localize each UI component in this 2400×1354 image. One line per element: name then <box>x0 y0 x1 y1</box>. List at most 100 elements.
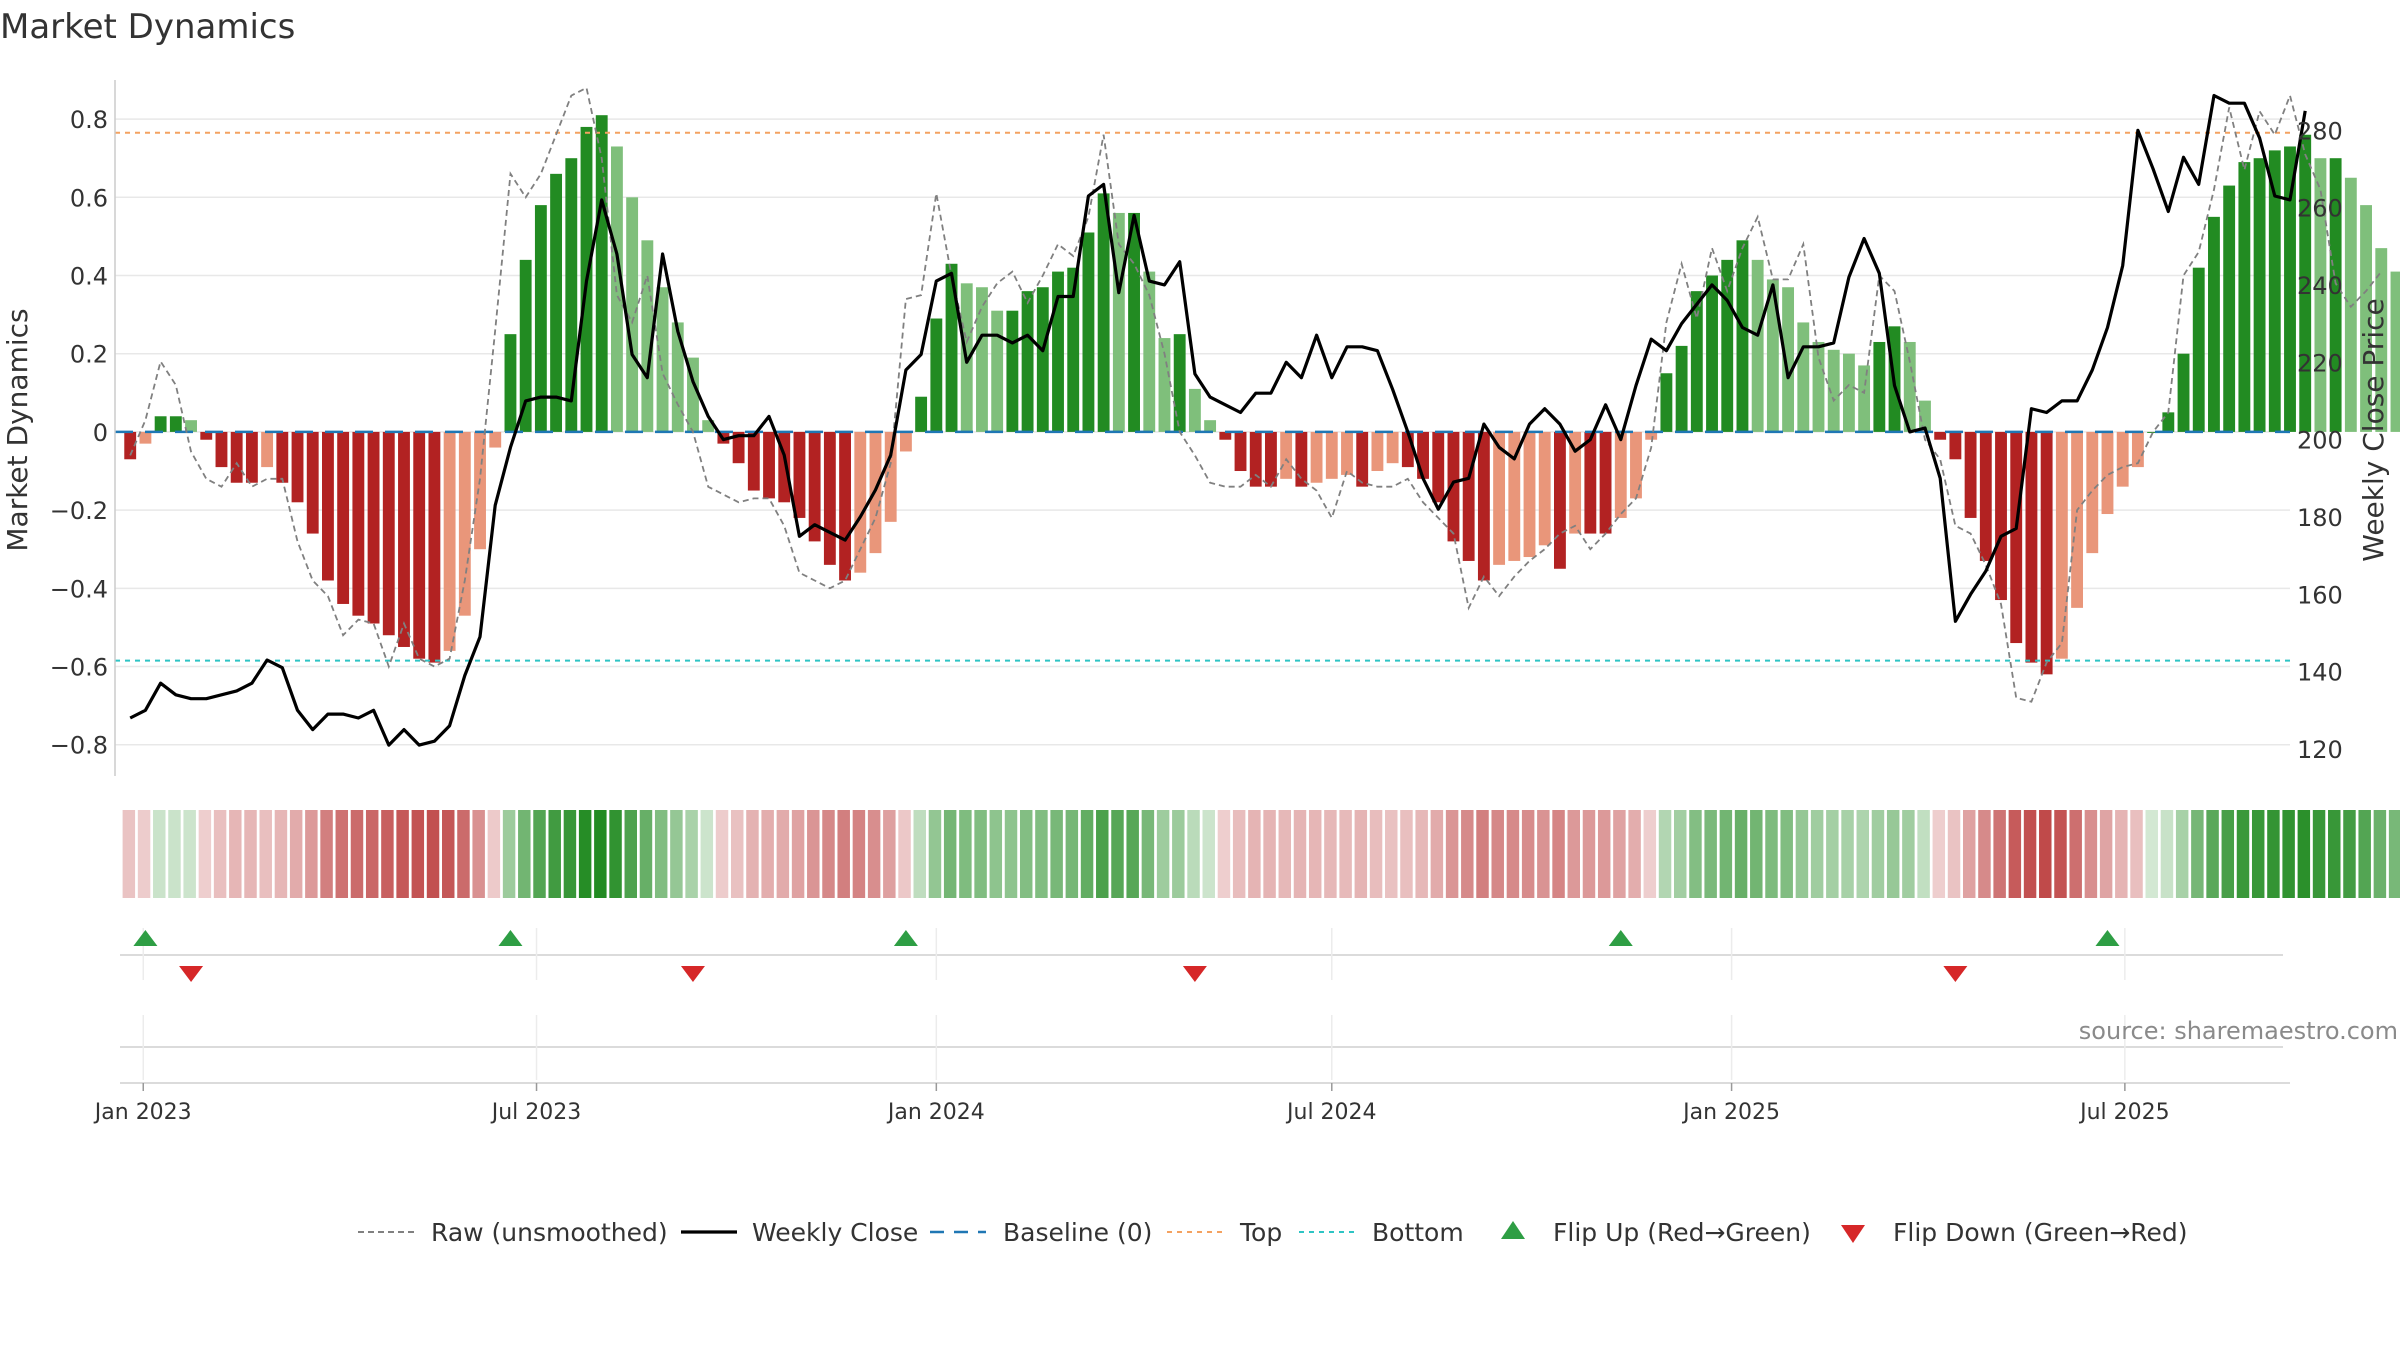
chart-title: Market Dynamics <box>0 7 295 47</box>
md-bar <box>1036 287 1049 432</box>
strip-cell <box>1734 810 1748 898</box>
x-tick-label: Jul 2025 <box>2078 1100 2170 1125</box>
md-bar <box>1477 431 1490 581</box>
strip-cell <box>639 810 653 898</box>
md-bar <box>1919 400 1931 432</box>
legend-label: Baseline (0) <box>1003 1218 1152 1247</box>
strip-cell <box>1765 810 1778 898</box>
flip-panel <box>120 928 2290 1084</box>
md-bar <box>2268 150 2281 432</box>
legend-label: Top <box>1239 1218 1282 1247</box>
strip-cell <box>1795 810 1809 898</box>
strip-cell <box>1491 810 1504 898</box>
flip-down-marker <box>1182 966 1207 982</box>
strip-cell <box>1597 810 1611 898</box>
md-bar <box>839 431 852 581</box>
strip-cell <box>852 810 866 898</box>
strip-cell <box>822 810 835 898</box>
strip-cell <box>2023 810 2037 898</box>
strip-cell <box>1172 810 1185 898</box>
md-bar <box>1417 431 1429 479</box>
md-bar <box>2329 158 2342 432</box>
strip-cell <box>1476 810 1489 898</box>
md-bar <box>1265 431 1277 487</box>
strip-cell <box>2312 810 2326 898</box>
strip-cell <box>1232 810 1246 898</box>
flip-up-marker <box>1608 930 1633 946</box>
md-bar <box>747 431 760 491</box>
strip-cell <box>1065 810 1079 898</box>
strip-cell <box>2191 810 2204 898</box>
md-bar <box>763 431 775 499</box>
source-text: source: sharemaestro.com <box>2079 1017 2398 1045</box>
md-bar <box>2208 216 2220 432</box>
md-bar <box>443 431 456 651</box>
md-bar <box>2025 431 2038 663</box>
md-bar <box>1964 431 1977 518</box>
strip-cell <box>1521 810 1535 898</box>
md-bar <box>2284 146 2296 432</box>
strip-cell <box>548 810 561 898</box>
md-bar <box>534 205 547 432</box>
strip-cell <box>1932 810 1946 898</box>
md-bar <box>474 431 486 550</box>
y2-tick-label: 120 <box>2297 736 2343 764</box>
strip-cell <box>670 810 683 898</box>
strip-cell <box>1917 810 1930 898</box>
strip-cell <box>396 810 409 898</box>
strip-cell <box>350 810 364 898</box>
md-bar <box>641 240 654 432</box>
strip-cell <box>1780 810 1793 898</box>
strip-cell <box>2251 810 2265 898</box>
strip-cell <box>457 810 470 898</box>
strip-cell <box>426 810 440 898</box>
legend-flip-up-swatch <box>1501 1221 1525 1239</box>
strip-cell <box>198 810 212 898</box>
strip-cell <box>1750 810 1763 898</box>
x-tick-label: Jul 2024 <box>1285 1100 1377 1125</box>
raw-line <box>129 86 2383 703</box>
md-bar <box>823 431 836 565</box>
md-bar <box>169 416 182 432</box>
md-bar <box>1371 431 1384 472</box>
strip-cell <box>761 810 774 898</box>
md-bar <box>1797 322 1810 432</box>
strip-cell <box>1689 810 1702 898</box>
strip-cell <box>1263 810 1276 898</box>
strip-cell <box>1111 810 1124 898</box>
flip-up-marker <box>2095 930 2120 946</box>
md-bar <box>367 431 380 624</box>
md-bar <box>1660 373 1673 432</box>
md-bar <box>1249 431 1262 487</box>
y2-tick-label: 280 <box>2297 117 2343 145</box>
strip-cell <box>320 810 333 898</box>
strip-cell <box>289 810 303 898</box>
y2-tick-label: 140 <box>2297 659 2343 687</box>
strip-cell <box>1339 810 1352 898</box>
md-bar <box>1614 431 1627 518</box>
strip-cell <box>1400 810 1413 898</box>
md-bar <box>1736 240 1749 432</box>
md-bar <box>945 263 958 432</box>
strip-cell <box>2206 810 2219 898</box>
strip-cell <box>213 810 227 898</box>
strip-cell <box>624 810 637 898</box>
md-bar <box>291 431 304 503</box>
md-bar <box>413 431 426 659</box>
md-bar <box>899 431 912 452</box>
strip-cell <box>883 810 896 898</box>
strip-cell <box>2054 810 2067 898</box>
y-tick-label: 0.4 <box>70 263 108 291</box>
axes-group: 0.8 0.6 0.4 0.2 0 −0.2 −0.4 −0.6 −0.8 280 260 240 22… <box>50 80 2343 776</box>
strip-cell <box>1810 810 1824 898</box>
md-bar <box>2314 158 2327 432</box>
strip-cell <box>1324 810 1337 898</box>
strip-cell <box>1993 810 2006 898</box>
strip-cell <box>229 810 242 898</box>
legend-label: Raw (unsmoothed) <box>431 1218 668 1247</box>
md-bar <box>185 420 197 432</box>
md-bar <box>1310 431 1323 483</box>
y2-tick-label: 220 <box>2297 349 2343 377</box>
strip-cell <box>472 810 485 898</box>
md-bar <box>1158 338 1171 432</box>
